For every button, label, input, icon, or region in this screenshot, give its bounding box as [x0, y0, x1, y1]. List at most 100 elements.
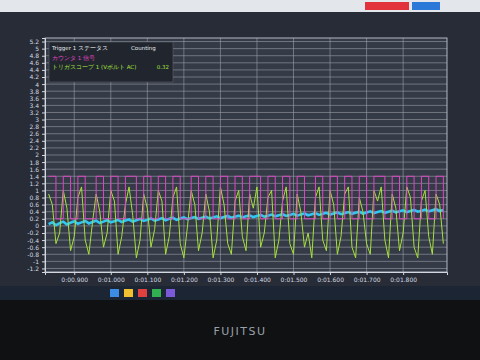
grid-line-y [45, 183, 447, 184]
y-tick-mark [42, 105, 45, 106]
status-text: Counting [131, 45, 156, 52]
y-tick: 3.8 [29, 88, 45, 95]
y-tick-label: 2.2 [29, 144, 39, 151]
x-tick: 0:01.200 [171, 272, 198, 283]
y-tick-mark [42, 212, 45, 213]
y-tick-label: -0.2 [27, 229, 39, 236]
y-tick: 0.4 [29, 208, 45, 215]
y-tick-mark [42, 247, 45, 248]
y-tick-mark [42, 226, 45, 227]
grid-line-y [45, 190, 447, 191]
grid-line-y [45, 268, 447, 269]
x-tick-mark [111, 272, 112, 275]
y-tick-mark [42, 205, 45, 206]
y-tick-mark [42, 268, 45, 269]
y-tick: -1 [33, 258, 45, 265]
y-tick-mark [42, 219, 45, 220]
y-tick: 0.8 [29, 194, 45, 201]
y-tick: -0.4 [27, 237, 45, 244]
grid-line-y [45, 91, 447, 92]
y-tick-mark [42, 176, 45, 177]
y-tick-label: 2.4 [29, 137, 39, 144]
x-tick-mark [294, 272, 295, 275]
grid [45, 38, 447, 272]
grid-line-y [45, 233, 447, 234]
y-tick: 1.6 [29, 166, 45, 173]
y-tick: 2.6 [29, 130, 45, 137]
y-tick-mark [42, 169, 45, 170]
y-tick: 3 [35, 116, 45, 123]
y-tick-mark [42, 63, 45, 64]
y-tick-label: 3.6 [29, 95, 39, 102]
y-tick-mark [42, 77, 45, 78]
y-tick: 0.6 [29, 201, 45, 208]
menu-bar [0, 0, 480, 12]
legend-value: 0.32 [157, 64, 169, 70]
y-tick-label: 1 [35, 187, 39, 194]
y-tick: -0.6 [27, 244, 45, 251]
y-tick-label: 4 [35, 81, 39, 88]
x-tick: 0:00.900 [61, 272, 88, 283]
x-tick: 0:01.800 [390, 272, 417, 283]
y-tick: 4.6 [29, 59, 45, 66]
x-tick: 0:01.700 [354, 272, 381, 283]
x-tick: 0:01.100 [134, 272, 161, 283]
y-tick-mark [42, 254, 45, 255]
grid-line-y [45, 169, 447, 170]
online-badge [412, 2, 440, 10]
x-tick-mark [74, 272, 75, 275]
grid-line-x [256, 38, 257, 272]
y-tick-label: 1.2 [29, 180, 39, 187]
y-tick: 4.2 [29, 73, 45, 80]
screen-photo: FUJITSU5.254.84.64.44.243.83.63.43.232.8… [0, 0, 480, 360]
x-tick-label: 0:01.100 [134, 276, 161, 283]
y-tick-mark [42, 141, 45, 142]
y-tick-label: 3.8 [29, 88, 39, 95]
grid-line-y [45, 105, 447, 106]
y-tick-label: 4.6 [29, 59, 39, 66]
y-tick: 1 [35, 187, 45, 194]
grid-line-y [45, 126, 447, 127]
y-tick-mark [42, 127, 45, 128]
x-tick-mark [367, 272, 368, 275]
y-tick-label: 4.4 [29, 66, 39, 73]
y-tick-label: 0 [35, 222, 39, 229]
y-tick-label: 0.8 [29, 194, 39, 201]
y-tick: 2.8 [29, 123, 45, 130]
grid-line-x [183, 38, 184, 272]
status-badge [365, 2, 409, 10]
x-tick-label: 0:01.400 [244, 276, 271, 283]
taskbar-icon [110, 289, 119, 297]
y-tick-label: -0.4 [27, 237, 39, 244]
y-tick-label: 2 [35, 151, 39, 158]
y-tick: 4.8 [29, 52, 45, 59]
y-tick-label: -0.8 [27, 251, 39, 258]
grid-line-x [330, 38, 331, 272]
y-tick-label: 5 [35, 45, 39, 52]
y-tick: 1.4 [29, 173, 45, 180]
y-tick: -1.2 [27, 265, 45, 272]
x-tick-label: 0:01.800 [390, 276, 417, 283]
y-tick-label: 2.6 [29, 130, 39, 137]
grid-line-x [220, 38, 221, 272]
x-tick-label: 0:01.200 [171, 276, 198, 283]
x-tick-label: 0:01.000 [98, 276, 125, 283]
y-tick-mark [42, 98, 45, 99]
y-tick-label: 2.8 [29, 123, 39, 130]
x-tick-mark [403, 272, 404, 275]
y-tick-mark [42, 198, 45, 199]
taskbar [0, 286, 480, 300]
y-tick: 2 [35, 151, 45, 158]
y-tick: 1.2 [29, 180, 45, 187]
y-tick-label: 3.2 [29, 109, 39, 116]
y-tick: 2.4 [29, 137, 45, 144]
grid-line-y [45, 197, 447, 198]
y-tick-mark [42, 56, 45, 57]
y-tick-label: 1.8 [29, 159, 39, 166]
y-tick-label: 0.4 [29, 208, 39, 215]
y-tick-label: 1.6 [29, 166, 39, 173]
y-tick: -0.8 [27, 251, 45, 258]
x-tick-label: 0:01.600 [317, 276, 344, 283]
y-tick-label: -1 [33, 258, 39, 265]
app-background [0, 12, 480, 286]
